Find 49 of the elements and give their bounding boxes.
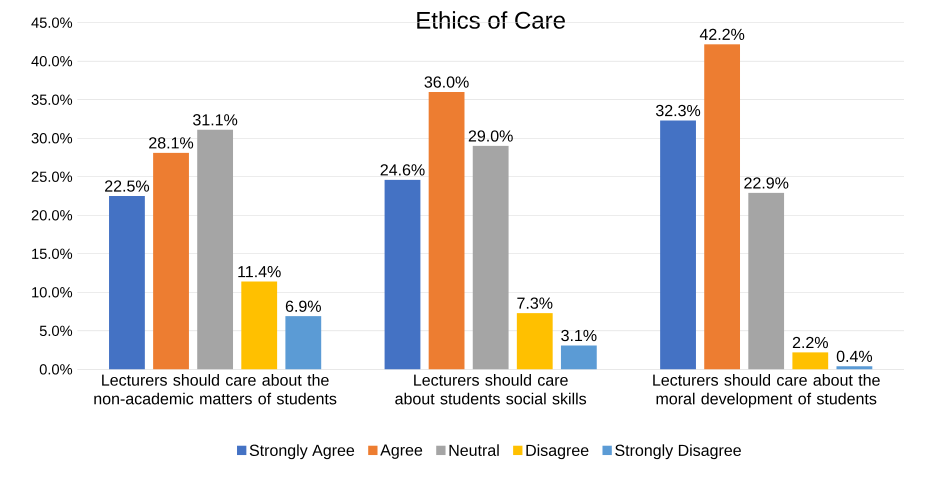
data-label: 36.0% bbox=[424, 76, 469, 88]
legend-label: Disagree bbox=[526, 444, 588, 460]
legend-label: Strongly Disagree bbox=[615, 444, 741, 460]
bar bbox=[109, 196, 145, 370]
chart-title: Ethics of Care bbox=[417, 11, 565, 29]
data-label: 24.6% bbox=[380, 164, 425, 176]
data-label: 3.1% bbox=[561, 330, 597, 342]
data-label: 29.0% bbox=[468, 130, 513, 142]
bar bbox=[704, 44, 740, 370]
data-label: 22.5% bbox=[105, 180, 150, 192]
data-label: 42.2% bbox=[700, 28, 744, 40]
x-tick-label: Lecturers should care about the non-academic matters of students bbox=[94, 374, 336, 404]
bar bbox=[285, 316, 322, 370]
data-label: 22.9% bbox=[744, 177, 788, 189]
y-tick-label: 20.0% bbox=[32, 210, 72, 220]
data-label: 32.3% bbox=[656, 104, 700, 116]
bar bbox=[384, 180, 420, 370]
data-label: 6.9% bbox=[286, 300, 321, 312]
bar bbox=[836, 366, 872, 370]
data-label: 28.1% bbox=[149, 137, 194, 149]
y-tick-label: 40.0% bbox=[31, 56, 72, 66]
y-tick-label: 25.0% bbox=[32, 172, 72, 182]
bar bbox=[472, 146, 509, 370]
y-tick-label: 30.0% bbox=[32, 133, 72, 144]
bar bbox=[560, 345, 597, 370]
y-tick-label: 45.0% bbox=[31, 17, 72, 28]
data-label: 2.2% bbox=[792, 336, 828, 348]
bar bbox=[792, 352, 828, 370]
bar bbox=[428, 92, 464, 370]
legend-label: Strongly Agree bbox=[250, 444, 354, 460]
x-tick-label: Lecturers should care about students social skills bbox=[395, 374, 586, 404]
bar bbox=[197, 130, 234, 370]
legend-label: Neutral bbox=[450, 444, 499, 456]
y-tick-label: 5.0% bbox=[40, 326, 72, 336]
bar bbox=[241, 282, 278, 370]
y-tick-label: 35.0% bbox=[32, 94, 72, 105]
x-tick-label: Lecturers should care about the moral development of students bbox=[653, 374, 880, 408]
data-label: 11.4% bbox=[238, 266, 281, 278]
data-label: 7.3% bbox=[517, 298, 552, 309]
bar bbox=[516, 313, 553, 370]
y-tick-label: 15.0% bbox=[32, 248, 72, 259]
y-tick-label: 10.0% bbox=[32, 287, 72, 298]
bar bbox=[748, 192, 784, 370]
data-label: 31.1% bbox=[193, 114, 238, 126]
bar bbox=[153, 152, 189, 370]
bar bbox=[660, 120, 696, 370]
legend-label: Agree bbox=[380, 444, 422, 459]
y-tick-label: 0.0% bbox=[40, 364, 72, 375]
data-label: 0.4% bbox=[836, 350, 872, 362]
